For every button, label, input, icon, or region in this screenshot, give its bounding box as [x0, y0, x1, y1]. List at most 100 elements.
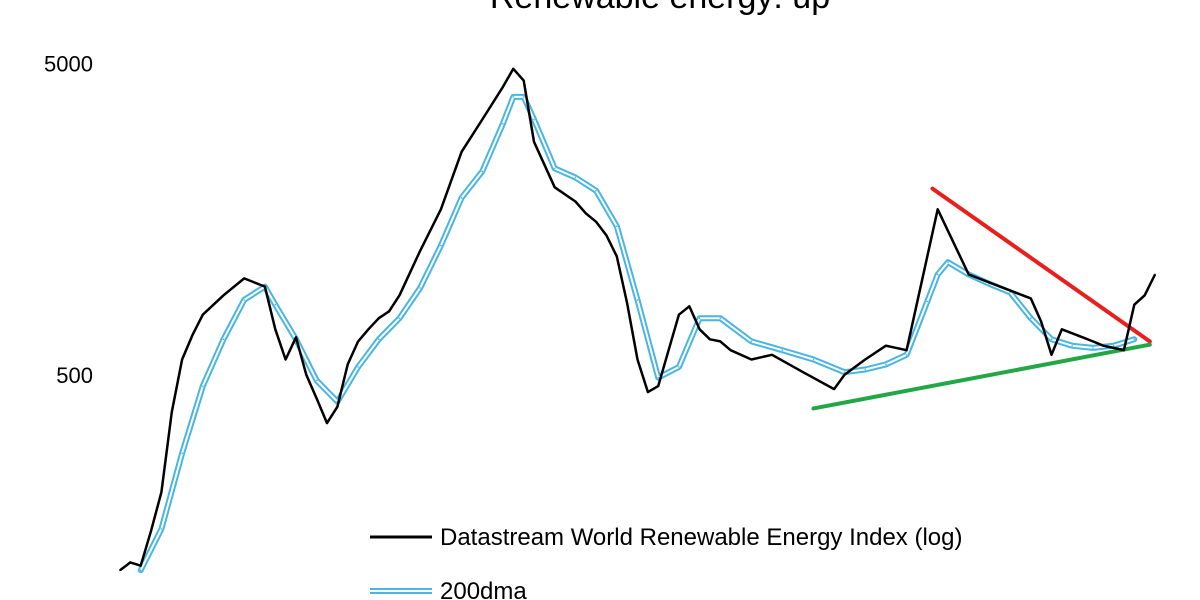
data-point-index-54	[843, 374, 846, 376]
data-point-200dma-24	[595, 189, 597, 192]
data-point-200dma-37	[905, 353, 908, 356]
data-point-index-9	[222, 294, 225, 297]
data-point-index-40	[636, 358, 639, 361]
data-point-index-17	[326, 422, 328, 424]
data-point-200dma-31	[750, 340, 753, 343]
data-point-200dma-3	[202, 385, 204, 387]
data-point-200dma-25	[616, 225, 618, 228]
data-point-index-63	[1050, 353, 1053, 356]
data-point-200dma-49	[1133, 338, 1136, 341]
data-point-index-5	[170, 411, 173, 413]
data-point-index-33	[553, 186, 556, 189]
data-point-200dma-11	[357, 366, 359, 368]
data-point-index-6	[181, 358, 183, 361]
data-point-index-13	[284, 358, 287, 361]
data-point-index-49	[729, 349, 732, 351]
data-point-index-56	[885, 344, 887, 347]
data-point-200dma-33	[812, 358, 815, 361]
data-point-200dma-29	[698, 317, 701, 319]
data-point-index-52	[802, 371, 804, 373]
legend-label-200dma: 200dma	[440, 578, 527, 600]
data-point-200dma-26	[636, 299, 639, 301]
support-trendline	[811, 342, 1152, 411]
data-point-index-14	[295, 336, 297, 339]
data-point-index-12	[274, 328, 277, 331]
data-point-index-71	[1143, 294, 1146, 297]
series-line-index	[119, 67, 1157, 572]
y-tick-label-5000: 5000	[44, 51, 93, 76]
data-point-200dma-28	[678, 366, 680, 368]
data-point-index-20	[357, 340, 359, 343]
y-axis-ticks: 5000 500	[44, 51, 93, 388]
series-layer	[119, 67, 1157, 574]
data-point-index-29	[502, 86, 504, 88]
data-point-200dma-2	[181, 452, 183, 455]
data-point-index-3	[150, 529, 152, 532]
data-point-200dma-19	[512, 96, 515, 98]
data-point-200dma-27	[657, 376, 659, 379]
data-point-index-36	[595, 220, 597, 223]
data-point-200dma-45	[1050, 338, 1053, 341]
data-point-index-46	[698, 328, 701, 331]
data-point-index-37	[605, 234, 608, 237]
data-point-index-48	[719, 340, 722, 343]
data-point-index-31	[522, 79, 525, 82]
data-point-index-42	[657, 385, 659, 387]
data-point-index-24	[398, 294, 401, 297]
data-point-200dma-34	[843, 371, 846, 373]
chart-title: Renewable energy: up	[490, 0, 830, 16]
data-point-200dma-36	[885, 363, 887, 366]
data-point-200dma-9	[315, 379, 318, 382]
data-point-index-32	[533, 140, 535, 143]
data-point-200dma-35	[864, 368, 866, 371]
data-point-index-19	[346, 363, 349, 366]
data-point-200dma-5	[243, 299, 245, 301]
data-point-index-47	[709, 338, 711, 341]
data-point-200dma-40	[947, 261, 949, 263]
data-point-200dma-47	[1092, 347, 1094, 349]
data-point-index-30	[512, 68, 515, 70]
data-point-200dma-14	[419, 287, 421, 289]
data-point-200dma-32	[781, 349, 784, 351]
data-point-index-61	[1030, 297, 1032, 300]
data-point-index-53	[833, 388, 835, 390]
data-point-index-22	[377, 317, 380, 319]
data-point-index-34	[574, 200, 577, 203]
y-tick-label-500: 500	[56, 363, 93, 388]
data-point-200dma-46	[1071, 344, 1073, 347]
data-point-200dma-20	[522, 96, 525, 98]
data-point-index-27	[460, 150, 463, 153]
data-point-200dma-16	[460, 197, 463, 199]
data-point-index-65	[1081, 336, 1084, 339]
data-point-index-1	[129, 561, 132, 564]
data-point-index-7	[191, 334, 194, 337]
data-point-index-60	[998, 285, 1001, 288]
data-point-200dma-30	[719, 317, 722, 319]
data-point-index-4	[160, 491, 163, 494]
data-point-index-2	[139, 564, 142, 567]
legend-item-200dma: 200dma	[370, 578, 527, 600]
data-point-index-16	[315, 397, 318, 400]
data-point-index-11	[264, 285, 266, 288]
data-point-200dma-17	[481, 170, 484, 173]
data-point-index-43	[667, 349, 670, 351]
data-point-200dma-18	[502, 122, 504, 125]
trendlines	[811, 186, 1152, 411]
data-point-index-25	[419, 250, 421, 252]
data-point-index-70	[1133, 303, 1136, 306]
data-point-index-8	[202, 313, 204, 316]
data-point-200dma-22	[553, 167, 556, 170]
data-point-index-55	[864, 358, 866, 361]
legend-label-index: Datastream World Renewable Energy Index …	[440, 524, 962, 551]
data-point-index-39	[626, 302, 628, 304]
data-point-200dma-12	[377, 338, 380, 341]
data-point-index-59	[967, 273, 970, 276]
data-point-200dma-4	[222, 338, 225, 341]
data-point-200dma-38	[926, 300, 929, 303]
data-point-index-68	[1112, 347, 1115, 349]
data-point-index-10	[243, 277, 245, 280]
data-point-index-15	[305, 374, 308, 376]
data-point-index-0	[119, 569, 121, 572]
data-point-index-45	[688, 305, 691, 308]
data-point-index-67	[1102, 344, 1105, 347]
